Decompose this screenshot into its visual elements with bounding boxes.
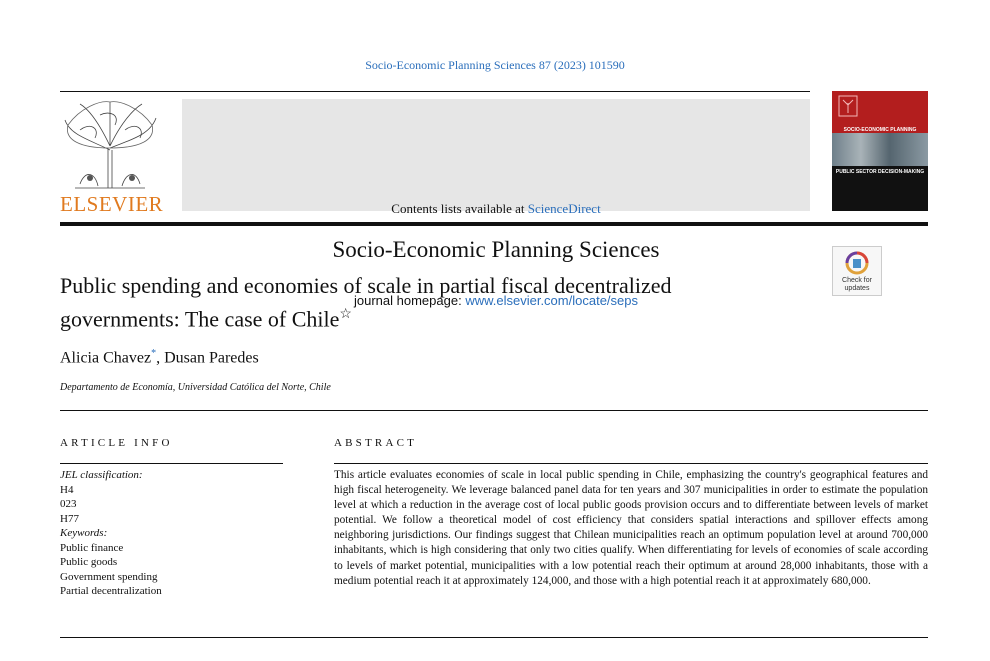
badge-line2: updates xyxy=(844,285,870,292)
keywords-label: Keywords: xyxy=(60,527,108,539)
author-separator: , xyxy=(156,349,165,367)
keyword[interactable]: Public goods xyxy=(60,556,118,568)
cover-logo-icon xyxy=(838,95,858,117)
bottom-rule xyxy=(60,637,928,638)
affiliation: Departamento de Economía, Universidad Ca… xyxy=(60,382,331,393)
abstract-rule xyxy=(334,463,928,464)
cover-photos xyxy=(832,133,928,166)
elsevier-wordmark: ELSEVIER xyxy=(60,192,164,216)
journal-title: Socio-Economic Planning Sciences xyxy=(332,237,660,262)
keyword[interactable]: Public finance xyxy=(60,541,124,554)
homepage-prefix: journal homepage: xyxy=(354,293,466,308)
check-updates-label: Check for updates xyxy=(833,277,881,293)
badge-line1: Check for xyxy=(842,277,872,284)
article-info-heading: ARTICLE INFO xyxy=(60,437,173,449)
author-list: Alicia Chavez*, Dusan Paredes xyxy=(60,348,259,367)
journal-citation-link[interactable]: Socio-Economic Planning Sciences 87 (202… xyxy=(365,58,625,72)
cover-bottom-band xyxy=(832,166,928,211)
cover-subtitle: PUBLIC SECTOR DECISION-MAKING xyxy=(835,169,925,175)
article-title: Public spending and economies of scale i… xyxy=(60,271,800,333)
author-name[interactable]: Dusan Paredes xyxy=(164,349,259,367)
header-rule xyxy=(60,91,810,92)
check-for-updates-button[interactable]: Check for updates xyxy=(832,246,882,296)
contents-line: Contents lists available at ScienceDirec… xyxy=(182,201,810,217)
check-updates-icon xyxy=(845,251,869,275)
title-footnote-mark[interactable]: ☆ xyxy=(339,307,352,322)
article-info-rule xyxy=(60,463,283,464)
jel-code: H77 xyxy=(60,512,79,525)
homepage-link[interactable]: www.elsevier.com/locate/seps xyxy=(465,293,638,308)
keyword[interactable]: Government spending xyxy=(60,570,158,583)
contents-prefix: Contents lists available at xyxy=(391,201,528,216)
title-line-1: Public spending and economies of scale i… xyxy=(60,273,672,298)
corresponding-author-mark[interactable]: * xyxy=(151,348,157,359)
journal-header-box: Contents lists available at ScienceDirec… xyxy=(182,99,810,308)
header-thick-rule xyxy=(60,222,928,226)
author-name[interactable]: Alicia Chavez xyxy=(60,349,152,367)
jel-code: 023 xyxy=(60,498,77,510)
abstract-heading: ABSTRACT xyxy=(334,437,418,449)
tree-icon xyxy=(64,101,157,189)
section-rule xyxy=(60,410,928,411)
homepage-line: journal homepage: www.elsevier.com/locat… xyxy=(182,293,810,308)
journal-cover-image[interactable]: SOCIO-ECONOMIC PLANNING SCIENCES PUBLIC … xyxy=(832,91,928,211)
article-info: JEL classification: H4 023 H77 Keywords:… xyxy=(60,468,162,599)
sciencedirect-link[interactable]: ScienceDirect xyxy=(527,201,601,216)
keyword[interactable]: Partial decentralization xyxy=(60,585,162,597)
title-line-2: governments: The case of Chile xyxy=(60,306,340,332)
jel-label: JEL classification: xyxy=(60,469,143,481)
jel-code: H4 xyxy=(60,483,74,496)
elsevier-logo xyxy=(60,100,160,215)
abstract-text: This article evaluates economies of scal… xyxy=(334,469,928,587)
